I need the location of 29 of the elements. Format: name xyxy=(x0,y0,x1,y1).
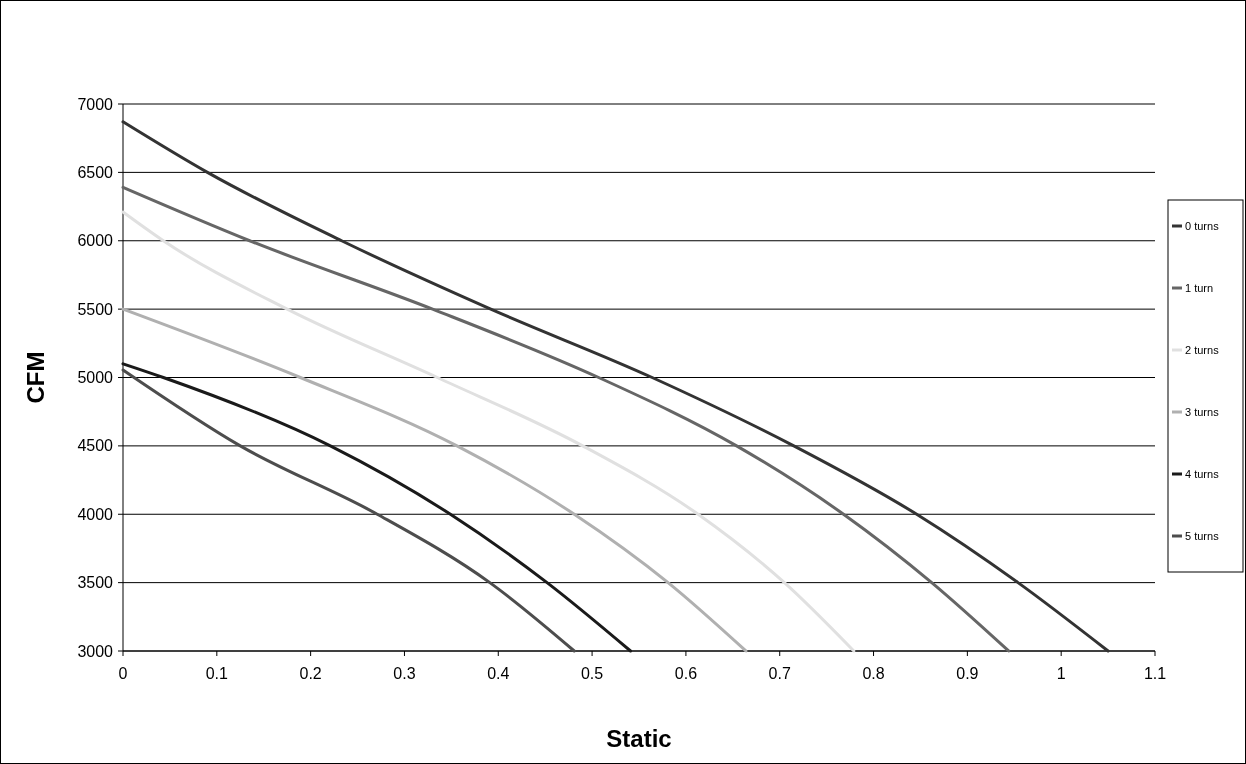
x-tick-label: 0.4 xyxy=(487,665,510,682)
x-tick-label: 0.7 xyxy=(768,665,791,682)
x-tick-label: 0.1 xyxy=(205,665,229,682)
x-axis-title: Static xyxy=(606,725,672,752)
y-tick-label: 5000 xyxy=(77,369,114,387)
y-tick-label: 5500 xyxy=(77,300,114,318)
legend-label: 1 turn xyxy=(1185,281,1214,294)
legend-label: 4 turns xyxy=(1185,467,1220,480)
y-tick-label: 4000 xyxy=(77,505,114,523)
x-tick-label: 0.8 xyxy=(862,665,885,682)
x-tick-label: 0.9 xyxy=(956,665,979,682)
y-tick-label: 7000 xyxy=(77,95,114,113)
y-tick-label: 4500 xyxy=(77,437,114,455)
x-tick-label: 1.1 xyxy=(1143,665,1167,682)
legend-label: 0 turns xyxy=(1185,219,1220,232)
x-tick-label: 0.5 xyxy=(580,665,604,682)
x-tick-label: 0.2 xyxy=(299,665,322,682)
y-tick-label: 3500 xyxy=(77,574,114,592)
y-tick-label: 6500 xyxy=(77,163,114,181)
y-tick-label: 3000 xyxy=(77,642,114,660)
x-tick-label: 0 xyxy=(118,665,128,682)
x-tick-label: 1 xyxy=(1056,665,1066,682)
legend-label: 3 turns xyxy=(1185,405,1220,418)
x-tick-label: 0.6 xyxy=(674,665,698,682)
legend-label: 2 turns xyxy=(1185,343,1220,356)
y-axis-title: CFM xyxy=(22,351,49,404)
legend-label: 5 turns xyxy=(1185,529,1220,542)
x-tick-label: 0.3 xyxy=(393,665,416,682)
y-tick-label: 6000 xyxy=(77,232,114,250)
